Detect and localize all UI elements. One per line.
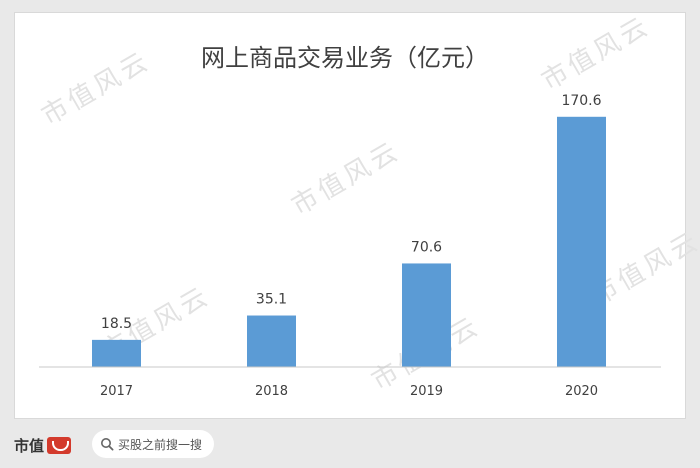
bar-2018 bbox=[247, 315, 296, 367]
bar-2017 bbox=[92, 339, 141, 367]
bar-chart: 网上商品交易业务（亿元） 18.5 35.1 70.6 170.6 2017 2018 2… bbox=[39, 44, 661, 399]
x-tick-label: 2019 bbox=[410, 384, 443, 399]
x-tick-label: 2018 bbox=[255, 384, 288, 399]
x-tick-label: 2020 bbox=[565, 384, 598, 399]
search-icon bbox=[101, 438, 114, 451]
data-label: 170.6 bbox=[561, 93, 601, 109]
brand-logo: 市值 bbox=[14, 434, 72, 456]
brand-name: 市值 bbox=[14, 436, 45, 455]
footer-bar: 市值 买股之前搜一搜 bbox=[0, 420, 700, 468]
chart-panel: 市值风云 市值风云 市值风云 市值风云 市值风云 市值风云 网上商品交易业务（亿… bbox=[14, 11, 700, 419]
search-box[interactable]: 买股之前搜一搜 bbox=[92, 430, 214, 458]
data-label: 18.5 bbox=[101, 316, 132, 332]
data-label: 70.6 bbox=[411, 239, 442, 255]
x-tick-label: 2017 bbox=[100, 384, 133, 399]
brand-badge-icon bbox=[47, 436, 72, 454]
search-placeholder: 买股之前搜一搜 bbox=[118, 437, 203, 452]
chart-title: 网上商品交易业务（亿元） bbox=[201, 44, 489, 72]
bar-2019 bbox=[402, 263, 451, 367]
bar-2020 bbox=[557, 116, 606, 367]
data-label: 35.1 bbox=[256, 292, 287, 308]
